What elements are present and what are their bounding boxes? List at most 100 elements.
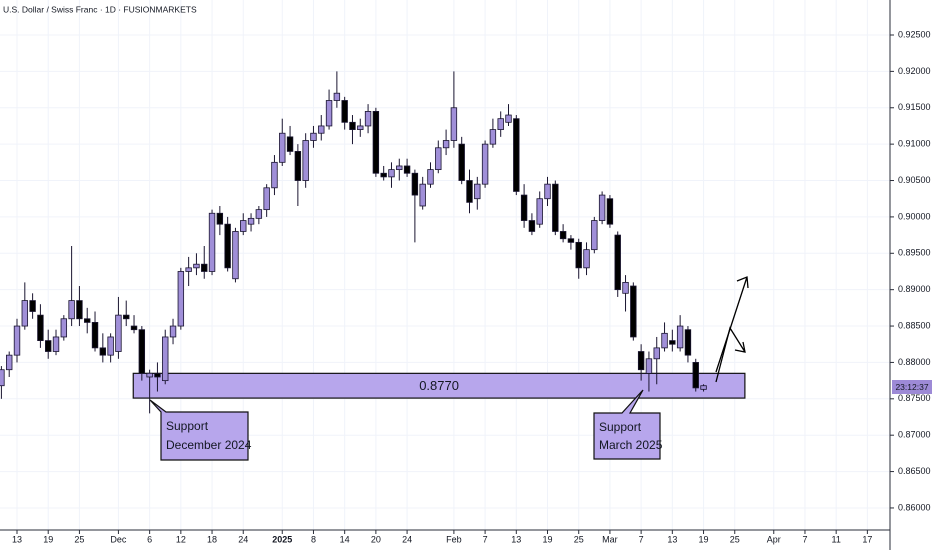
callout-box [593,389,661,460]
candle-body [653,347,660,360]
candle-body [505,114,512,123]
candle-body [255,209,263,219]
callout-text: Support [599,420,642,434]
candle-body [123,314,130,320]
candle-body [575,241,582,269]
candle-body [497,118,504,130]
candle-body [481,143,489,185]
x-tick-label: 13 [511,534,521,544]
candle-body [622,281,629,294]
callout-text: Support [166,419,209,433]
candle-body [21,300,29,327]
x-tick-label: 7 [639,534,644,544]
candle-body [240,220,247,232]
candle-body [614,234,621,291]
x-tick-label: 19 [699,534,709,544]
candle-body [177,271,185,327]
candle-body [442,140,450,149]
candle-body [318,125,325,134]
x-tick-label: 24 [238,534,248,544]
candle-body [185,267,192,272]
support-zone: 0.8770 [132,372,746,399]
candle-body [294,151,302,181]
candle-body [661,332,668,349]
candle-body [333,92,341,101]
candle-body [302,140,309,181]
candle-body [427,169,434,185]
candle-body [279,132,286,163]
x-tick-label: 18 [207,534,217,544]
candle-body [91,322,99,349]
y-tick-label: 0.90500 [898,175,931,185]
y-tick-label: 0.92500 [898,29,931,39]
zone-label: 0.8770 [419,378,459,393]
candle-body [364,110,372,127]
candle-body [598,194,606,221]
x-tick-label: 19 [543,534,553,544]
candle-body [466,180,473,203]
x-tick-label: Mar [602,534,618,544]
x-tick-label: 19 [43,534,53,544]
candle-body [380,172,387,178]
x-tick-label: 25 [730,534,740,544]
y-tick-label: 0.92000 [898,66,931,76]
candle-body [154,372,161,378]
candle-body [544,183,551,200]
candle-body [583,249,590,269]
candle-body [247,217,255,225]
x-tick-label: 7 [802,534,807,544]
x-tick-label: 7 [483,534,488,544]
chart-title: U.S. Dollar / Swiss Franc · 1D · FUSIONM… [3,4,197,14]
grid [0,0,890,530]
x-tick-label: 2025 [272,534,292,544]
candle-body [201,263,208,272]
candle-body [37,314,44,341]
candle-body [606,198,614,225]
y-tick-label: 0.87000 [898,430,931,440]
candle-body [669,340,676,345]
candle-body [208,212,216,272]
y-tick-label: 0.89000 [898,284,931,294]
candle-body [591,220,598,251]
x-tick-label: 12 [176,534,186,544]
x-tick-label: 25 [74,534,84,544]
y-tick-label: 0.91000 [898,139,931,149]
y-tick-label: 0.88000 [898,357,931,367]
candle-body [193,263,200,269]
callout-december: Support December 2024 [149,399,252,461]
x-tick-label: 8 [311,534,316,544]
arrow-dip [715,326,746,383]
candle-body [271,161,278,189]
x-tick-label: Feb [446,534,462,544]
candle-body [162,336,169,382]
callout-text: December 2024 [166,438,252,452]
candle-body [419,183,426,207]
x-tick-label: 6 [147,534,152,544]
x-tick-label: 17 [862,534,872,544]
candle-body [107,336,114,356]
candle-body [99,347,107,356]
candle-body [513,118,520,192]
y-tick-label: 0.89500 [898,248,931,258]
candle-body [474,183,481,200]
candle-body [84,318,91,323]
candle-body [263,187,270,211]
y-tick-label: 0.88500 [898,320,931,330]
candle-body [216,212,224,225]
candle-body [68,300,75,320]
candle-body [372,110,380,174]
candle-body [450,107,458,141]
y-tick-label: 0.87500 [898,393,931,403]
candle-body [637,351,645,371]
candle-body [700,385,707,390]
candle-body [536,198,543,225]
candle-body [76,300,83,320]
candle-body [489,129,497,145]
candle-body [341,100,348,123]
candle-body [13,325,21,356]
candles [0,71,707,414]
candle-body [630,285,637,338]
candle-body [528,220,536,232]
